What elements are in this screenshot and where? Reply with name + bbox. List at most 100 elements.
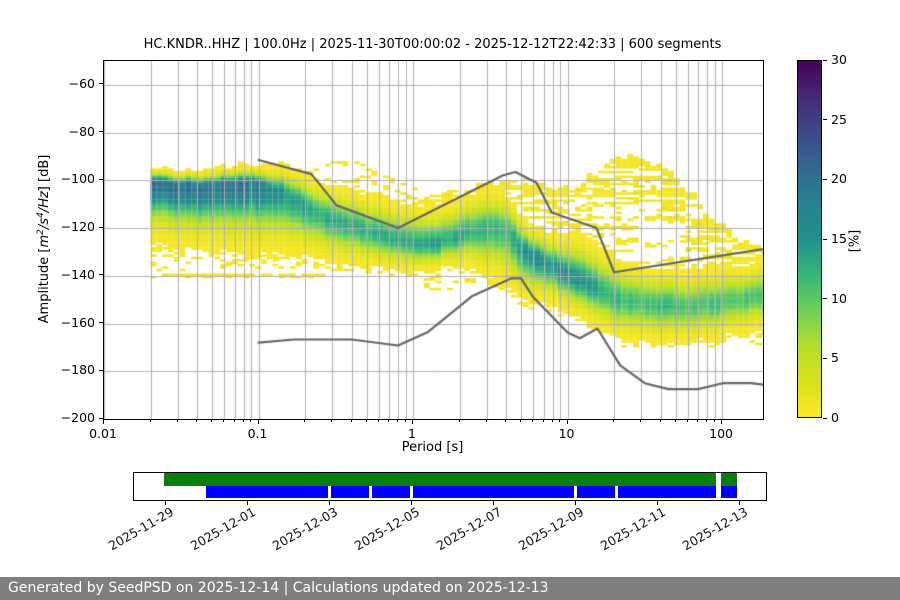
x-minor-tick bbox=[714, 419, 715, 422]
availability-tick bbox=[656, 500, 658, 505]
x-minor-tick bbox=[559, 419, 561, 422]
plot-title: HC.KNDR..HHZ | 100.0Hz | 2025-11-30T00:0… bbox=[143, 37, 722, 52]
x-minor-tick bbox=[331, 419, 333, 422]
x-minor-tick bbox=[485, 419, 487, 422]
x-minor-tick bbox=[377, 419, 379, 422]
colorbar-tick-label: 5 bbox=[831, 350, 839, 366]
x-tick bbox=[721, 419, 723, 424]
x-minor-tick bbox=[532, 419, 534, 422]
y-tick bbox=[99, 83, 103, 85]
x-axis-label: Period [s] bbox=[401, 440, 464, 455]
x-minor-tick bbox=[350, 419, 352, 422]
colorbar-tick bbox=[823, 238, 827, 240]
y-tick bbox=[99, 226, 103, 228]
y-tick-label: −60 bbox=[68, 75, 95, 91]
y-tick bbox=[99, 322, 103, 324]
y-tick-label: −100 bbox=[60, 171, 95, 187]
availability-date-label: 2025-12-13 bbox=[679, 504, 750, 554]
availability-date-label: 2025-12-01 bbox=[187, 504, 258, 554]
availability-box bbox=[133, 472, 767, 501]
y-tick bbox=[99, 131, 103, 133]
colorbar-tick-label: 30 bbox=[831, 52, 847, 67]
availability-blue-segment bbox=[330, 485, 370, 498]
availability-date-label: 2025-12-05 bbox=[351, 504, 422, 554]
x-minor-tick bbox=[233, 419, 235, 422]
availability-tick bbox=[328, 500, 330, 505]
colorbar-tick-label: 25 bbox=[831, 111, 847, 127]
x-tick-label: 1 bbox=[408, 426, 417, 441]
y-tick-label: −180 bbox=[60, 362, 95, 378]
x-minor-tick bbox=[613, 419, 615, 422]
x-minor-tick bbox=[196, 419, 198, 422]
availability-date-label: 2025-12-11 bbox=[597, 504, 668, 554]
x-minor-tick bbox=[397, 419, 399, 422]
x-minor-tick bbox=[640, 419, 642, 422]
y-tick bbox=[99, 274, 103, 276]
availability-blue-segment bbox=[576, 485, 616, 498]
y-tick bbox=[99, 417, 103, 419]
availability-blue-segment bbox=[206, 485, 329, 498]
x-minor-tick bbox=[149, 419, 151, 422]
colorbar-tick-label: 15 bbox=[831, 231, 847, 246]
x-tick bbox=[103, 419, 104, 424]
x-minor-tick bbox=[520, 419, 522, 422]
colorbar-tick bbox=[823, 417, 827, 419]
availability-date-label: 2025-12-03 bbox=[269, 504, 340, 554]
x-minor-tick bbox=[211, 419, 212, 422]
psd-heatmap-canvas bbox=[104, 61, 763, 419]
x-minor-tick bbox=[706, 419, 708, 422]
y-tick bbox=[99, 369, 103, 371]
availability-blue-segment bbox=[412, 485, 575, 498]
x-tick bbox=[412, 419, 414, 424]
colorbar-label: [%] bbox=[847, 229, 863, 253]
x-minor-tick bbox=[659, 419, 661, 422]
availability-blue-segment bbox=[371, 485, 411, 498]
x-minor-tick bbox=[697, 419, 699, 422]
y-tick-label: −140 bbox=[60, 266, 95, 282]
availability-tick bbox=[738, 500, 740, 505]
colorbar-tick bbox=[823, 357, 827, 359]
x-minor-tick bbox=[176, 419, 178, 422]
colorbar-tick-label: 20 bbox=[831, 171, 847, 187]
footer-bar: Generated by SeedPSD on 2025-12-14 | Cal… bbox=[0, 577, 900, 600]
availability-tick bbox=[164, 500, 166, 505]
x-tick-label: 0.1 bbox=[247, 426, 268, 441]
y-tick-label: −160 bbox=[60, 314, 95, 330]
availability-blue-segment bbox=[720, 485, 737, 498]
availability-date-label: 2025-11-29 bbox=[105, 504, 176, 554]
x-tick-label: 0.01 bbox=[89, 426, 117, 441]
colorbar-tick bbox=[823, 119, 827, 121]
y-tick bbox=[99, 178, 103, 180]
x-minor-tick bbox=[250, 419, 252, 422]
x-minor-tick bbox=[551, 419, 553, 422]
colorbar-tick bbox=[823, 178, 827, 180]
y-tick-label: −200 bbox=[60, 410, 95, 425]
x-minor-tick bbox=[505, 419, 507, 422]
x-minor-tick bbox=[242, 419, 244, 422]
availability-tick bbox=[492, 500, 494, 505]
x-minor-tick bbox=[304, 419, 306, 422]
x-tick-label: 100 bbox=[709, 426, 734, 441]
availability-blue-segment bbox=[617, 485, 716, 498]
availability-green-segment bbox=[164, 473, 716, 486]
x-tick-label: 10 bbox=[558, 426, 575, 441]
availability-date-label: 2025-12-07 bbox=[433, 504, 504, 554]
x-tick bbox=[566, 419, 568, 424]
availability-green-segment bbox=[720, 473, 737, 486]
footer-text: Generated by SeedPSD on 2025-12-14 | Cal… bbox=[8, 580, 549, 596]
plot-area bbox=[103, 60, 764, 420]
x-minor-tick bbox=[388, 419, 390, 422]
colorbar-tick-label: 10 bbox=[831, 290, 847, 306]
availability-date-label: 2025-12-09 bbox=[515, 504, 586, 554]
availability-tick bbox=[246, 500, 248, 505]
x-minor-tick bbox=[365, 419, 367, 422]
colorbar-tick bbox=[823, 298, 827, 300]
availability-tick bbox=[410, 500, 412, 505]
x-minor-tick bbox=[223, 419, 225, 422]
x-tick bbox=[257, 419, 259, 424]
y-tick-label: −120 bbox=[60, 219, 95, 235]
x-minor-tick bbox=[458, 419, 460, 422]
x-minor-tick bbox=[686, 419, 688, 422]
x-minor-tick bbox=[542, 419, 544, 422]
